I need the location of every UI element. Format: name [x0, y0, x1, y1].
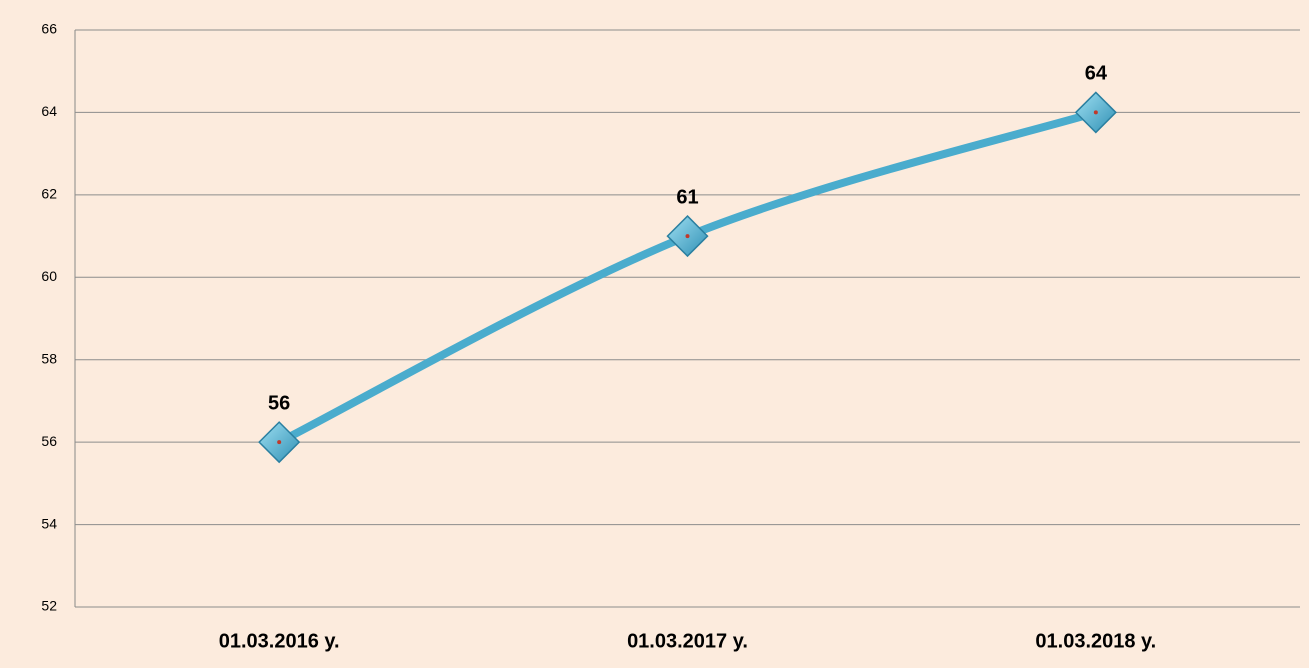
data-label: 56 — [268, 392, 290, 414]
y-tick-label: 66 — [41, 21, 57, 37]
x-tick-label: 01.03.2016 y. — [219, 630, 340, 652]
y-tick-label: 60 — [41, 268, 57, 284]
marker-dot — [1093, 110, 1098, 115]
marker-dot — [685, 234, 690, 239]
x-tick-label: 01.03.2018 y. — [1035, 630, 1156, 652]
y-tick-label: 62 — [41, 186, 57, 202]
data-label: 64 — [1085, 63, 1108, 85]
y-tick-label: 58 — [41, 350, 57, 366]
y-tick-label: 64 — [41, 103, 57, 119]
x-tick-label: 01.03.2017 y. — [627, 630, 748, 652]
marker-dot — [277, 440, 282, 445]
data-label: 61 — [676, 186, 698, 208]
y-tick-label: 54 — [41, 515, 57, 531]
y-tick-label: 52 — [41, 598, 57, 614]
y-tick-label: 56 — [41, 433, 57, 449]
